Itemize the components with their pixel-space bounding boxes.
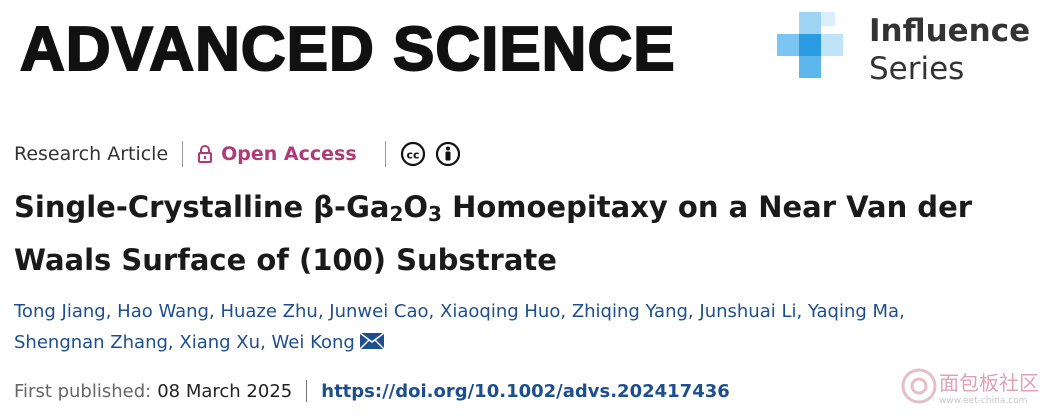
author[interactable]: Xiang Xu, — [179, 332, 265, 353]
author-name: Xiang Xu — [179, 332, 261, 353]
series-icon — [777, 12, 843, 78]
author[interactable]: Junwei Cao, — [329, 301, 434, 322]
author[interactable]: Wei Kong — [272, 332, 355, 353]
watermark-icon — [901, 368, 937, 404]
author-separator: , — [105, 301, 112, 322]
title-text: Single-Crystalline β-Ga — [14, 190, 390, 224]
author-name: Wei Kong — [271, 332, 355, 353]
publication-info: First published: 08 March 2025 https://d… — [14, 380, 730, 402]
author-separator: , — [260, 332, 266, 353]
title-text: O — [403, 190, 429, 224]
watermark: 面包板社区 www.eet-china.com — [899, 366, 1039, 406]
author-name: Junwei Cao — [329, 301, 429, 322]
author-name: Tong Jiang — [14, 301, 106, 322]
series-name: Series — [869, 51, 965, 87]
published-date: 08 March 2025 — [157, 380, 293, 402]
author-name: Zhiqing Yang — [571, 301, 688, 322]
author-name: Yaqing Ma — [807, 301, 900, 322]
divider — [306, 380, 308, 402]
watermark-name: 面包板社区 — [939, 370, 1039, 395]
title-subscript: 2 — [389, 202, 404, 226]
author-name: Junshuai Li — [699, 301, 797, 322]
author[interactable]: Junshuai Li, — [699, 301, 802, 322]
journal-logo[interactable]: ADVANCED SCIENCE — [19, 14, 676, 85]
title-text: Homoepitaxy on a Near Van der Waals Surf… — [14, 190, 973, 277]
author-separator: , — [428, 301, 435, 322]
author-separator: , — [560, 301, 567, 322]
author-name: Huaze Zhu — [220, 301, 318, 322]
author-name: Xiaoqing Huo — [440, 301, 561, 322]
author[interactable]: Zhiqing Yang, — [572, 301, 694, 322]
doi-link[interactable]: https://doi.org/10.1002/advs.202417436 — [321, 380, 730, 402]
series-name: Influence — [869, 13, 1031, 49]
author-separator: , — [317, 301, 324, 322]
open-access[interactable]: Open Access — [197, 143, 357, 165]
author[interactable]: Tong Jiang, — [14, 301, 111, 322]
author-separator: , — [167, 332, 174, 353]
author-separator: , — [208, 301, 215, 322]
author-name: Shengnan Zhang — [14, 332, 168, 353]
series-logo[interactable]: Influence Series — [775, 10, 1030, 94]
author[interactable]: Hao Wang, — [117, 301, 215, 322]
svg-text:cc: cc — [406, 149, 419, 162]
article-meta: Research Article Open Access cc — [14, 140, 462, 168]
watermark-site: www.eet-china.com — [939, 395, 1028, 406]
license-icons[interactable]: cc — [400, 140, 462, 168]
divider — [182, 141, 184, 167]
author[interactable]: Yaqing Ma, — [808, 301, 905, 322]
published-label: First published: — [14, 380, 152, 402]
author-separator: , — [899, 301, 905, 322]
author-list: Tong Jiang, Hao Wang, Huaze Zhu, Junwei … — [14, 296, 1014, 358]
author[interactable]: Xiaoqing Huo, — [440, 301, 566, 322]
author[interactable]: Huaze Zhu, — [220, 301, 323, 322]
author-separator: , — [687, 301, 694, 322]
divider — [384, 141, 386, 167]
article-title: Single-Crystalline β-Ga2O3 Homoepitaxy o… — [14, 184, 1014, 283]
open-access-label: Open Access — [221, 143, 357, 165]
email-icon[interactable] — [359, 332, 385, 350]
article-type: Research Article — [14, 143, 169, 165]
author-separator: , — [796, 301, 803, 322]
author[interactable]: Shengnan Zhang, — [14, 332, 174, 353]
lock-icon — [198, 145, 213, 163]
title-subscript: 3 — [428, 202, 442, 226]
author-name: Hao Wang — [117, 301, 209, 322]
